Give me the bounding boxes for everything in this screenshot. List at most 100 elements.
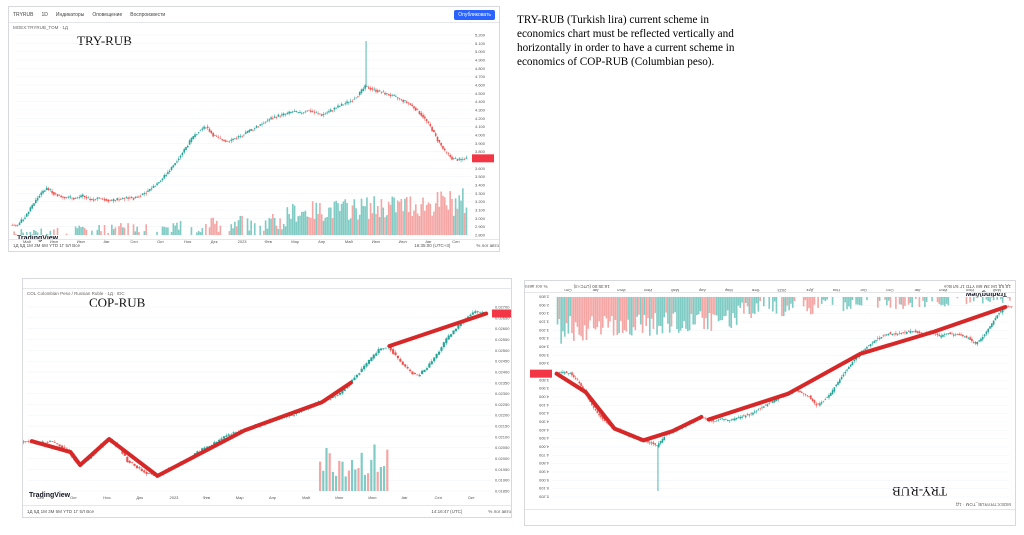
volume-bar bbox=[965, 297, 968, 305]
candle-body bbox=[967, 338, 970, 339]
volume-bar bbox=[788, 297, 790, 311]
candle-body bbox=[913, 331, 915, 332]
candle-body bbox=[960, 334, 962, 336]
scale-options[interactable]: % лог авто bbox=[476, 243, 499, 248]
x-tick-label: Июн bbox=[50, 239, 58, 244]
candle-body bbox=[215, 441, 218, 444]
x-tick-label: Окт bbox=[468, 495, 475, 500]
volume-bar bbox=[354, 469, 357, 491]
volume-bar bbox=[887, 297, 890, 301]
volume-bar bbox=[616, 297, 619, 335]
candle-body bbox=[46, 442, 49, 443]
candle-body bbox=[866, 347, 868, 349]
volume-bar bbox=[205, 223, 207, 235]
x-tick-label: Дек bbox=[211, 239, 218, 244]
volume-bar bbox=[940, 297, 942, 306]
y-tick-label: 4.600 bbox=[475, 83, 486, 88]
volume-bar bbox=[136, 226, 138, 235]
volume-bar bbox=[746, 297, 749, 307]
x-tick-label: Апр bbox=[269, 495, 277, 500]
volume-bar bbox=[165, 227, 167, 235]
candle-body bbox=[196, 451, 199, 455]
candle-body bbox=[407, 102, 410, 104]
volume-bar bbox=[22, 232, 24, 235]
volume-bar bbox=[333, 201, 336, 235]
y-tick-label: 0.02550 bbox=[495, 337, 510, 342]
candle-body bbox=[900, 333, 903, 334]
candle-body bbox=[367, 87, 370, 89]
volume-bar bbox=[985, 297, 988, 300]
candle-body bbox=[764, 404, 767, 406]
x-tick-label: Июл bbox=[368, 495, 377, 500]
publish-button[interactable]: Опубликовать bbox=[454, 9, 495, 20]
candle-body bbox=[33, 203, 35, 206]
volume-bar bbox=[670, 297, 673, 327]
range-buttons[interactable]: 1Д 5Д 1М 3М 6М YTD 1Г 5Л Все bbox=[13, 243, 81, 248]
candle-body bbox=[158, 182, 160, 184]
x-tick-label: Окт bbox=[157, 239, 164, 244]
candle-body bbox=[105, 199, 108, 201]
candle-body bbox=[1000, 311, 1002, 313]
volume-bar bbox=[601, 297, 604, 328]
scale-options[interactable]: % лог авто bbox=[488, 509, 511, 514]
volume-bar bbox=[884, 297, 886, 300]
replay-button[interactable]: Воспроизвести bbox=[130, 11, 166, 18]
alert-button[interactable]: Оповещение bbox=[92, 11, 123, 18]
volume-bar bbox=[427, 202, 430, 235]
volume-bar bbox=[943, 297, 946, 307]
volume-bar bbox=[429, 203, 432, 235]
candle-body bbox=[53, 442, 56, 443]
candle-body bbox=[346, 101, 348, 104]
candle-body bbox=[462, 159, 464, 160]
volume-bar bbox=[360, 452, 363, 491]
volume-bar bbox=[373, 196, 376, 235]
volume-bar bbox=[600, 297, 602, 335]
range-buttons[interactable]: 1Д 5Д 1М 3М 6М YTD 1Г 5Л Все bbox=[943, 284, 1011, 289]
volume-bar bbox=[811, 297, 814, 314]
volume-bar bbox=[324, 217, 327, 235]
volume-bar bbox=[578, 297, 581, 335]
volume-bar bbox=[772, 297, 774, 312]
y-tick-label: 3.000 bbox=[475, 216, 486, 221]
candle-body bbox=[445, 151, 448, 153]
candle-body bbox=[934, 333, 937, 335]
candle-body bbox=[819, 403, 821, 406]
interval-button[interactable]: 1D bbox=[41, 11, 48, 18]
range-buttons[interactable]: 1Д 5Д 1М 3М 6М YTD 1Г 5Л Все bbox=[27, 509, 95, 514]
candle-body bbox=[54, 193, 57, 194]
candle-body bbox=[174, 163, 176, 165]
candle-body bbox=[380, 91, 383, 93]
volume-bar bbox=[735, 297, 738, 325]
volume-bar bbox=[440, 191, 442, 235]
candle-body bbox=[802, 393, 805, 394]
candle-body bbox=[936, 333, 939, 336]
candle-body bbox=[100, 198, 102, 200]
candle-body bbox=[425, 368, 429, 370]
candle-body bbox=[766, 404, 769, 407]
candle-body bbox=[476, 311, 479, 313]
volume-bar bbox=[987, 297, 990, 301]
candle-body bbox=[343, 389, 346, 391]
candle-body bbox=[411, 104, 414, 106]
volume-bar bbox=[609, 297, 611, 322]
candle-body bbox=[143, 470, 146, 473]
volume-bar bbox=[40, 228, 43, 235]
volume-bar bbox=[820, 297, 823, 304]
volume-bar bbox=[275, 225, 278, 235]
volume-bar bbox=[630, 297, 633, 336]
candle-body bbox=[904, 331, 906, 333]
volume-bar bbox=[676, 297, 678, 330]
indicators-button[interactable]: Индикаторы bbox=[55, 11, 85, 18]
volume-bar bbox=[163, 226, 166, 235]
candle-body bbox=[947, 333, 950, 334]
symbol-search[interactable]: TRYRUB bbox=[13, 11, 34, 18]
candle-body bbox=[598, 413, 600, 416]
x-tick-label: Сен bbox=[435, 495, 442, 500]
candle-body bbox=[355, 374, 358, 378]
volume-bar bbox=[753, 297, 756, 314]
candle-body bbox=[300, 113, 303, 114]
volume-bar bbox=[353, 199, 356, 235]
scale-options[interactable]: % лог авто bbox=[525, 284, 548, 289]
volume-bar bbox=[855, 297, 857, 305]
volume-bar bbox=[661, 297, 664, 334]
